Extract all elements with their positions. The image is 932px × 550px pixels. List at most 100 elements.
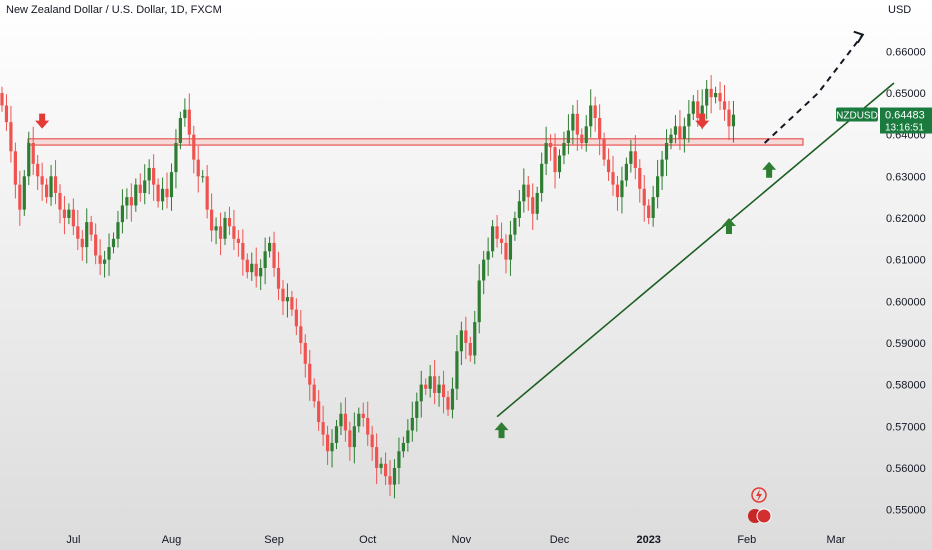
candle-body [294, 309, 298, 327]
candle [415, 392, 419, 432]
candle [89, 215, 93, 241]
candle-body [495, 226, 499, 239]
candle-body [232, 226, 236, 239]
candle-body [441, 384, 446, 398]
arrow-up-marker [494, 422, 509, 439]
lightning-icon [751, 487, 767, 503]
candle [651, 185, 655, 227]
candle-body [245, 259, 249, 273]
candle-body [317, 401, 321, 423]
candle [196, 145, 200, 193]
candle-body [361, 413, 365, 418]
candle [370, 425, 374, 461]
candle-body [76, 226, 80, 239]
candle-body [348, 430, 352, 448]
candle [548, 134, 553, 161]
candle [138, 173, 142, 202]
candle [85, 208, 89, 264]
candle [178, 111, 182, 150]
candle [107, 233, 111, 276]
candle [714, 86, 718, 104]
candle [125, 188, 129, 220]
candle [348, 421, 352, 461]
candle [379, 457, 383, 475]
candle [259, 259, 263, 291]
candle [642, 175, 646, 222]
candle [62, 195, 67, 235]
candle-body [415, 401, 419, 418]
projection-arrowhead [853, 30, 865, 44]
candle [18, 170, 22, 226]
candle [352, 412, 356, 464]
candle [45, 178, 49, 204]
candle-body [308, 363, 312, 385]
candle-body [254, 263, 258, 277]
candle-body [45, 184, 49, 198]
candle [468, 336, 472, 362]
candle [201, 170, 205, 183]
candle-body [383, 463, 388, 477]
candle [598, 104, 602, 156]
candle-body [473, 322, 477, 356]
price-badge-countdown: 13:16:51 [885, 123, 924, 134]
candle-body [517, 201, 521, 218]
arrow-down-marker [695, 113, 710, 129]
candle-body [169, 172, 174, 198]
candle [562, 131, 566, 165]
x-tick-label: Sep [264, 534, 284, 546]
candle [433, 360, 437, 405]
candle [383, 452, 388, 486]
x-tick-label: 2023 [636, 534, 660, 546]
candle-body [147, 167, 151, 181]
candle [357, 407, 361, 433]
candle-body [250, 263, 254, 273]
candle-body [459, 330, 463, 352]
trendline [496, 82, 895, 418]
candle [455, 335, 459, 401]
candle-body [334, 426, 339, 443]
candle-body [143, 180, 147, 193]
candle-body [263, 251, 267, 268]
candle [571, 105, 575, 145]
candle-body [36, 163, 40, 177]
candle-body [18, 184, 22, 210]
flag-circle-right [756, 508, 772, 524]
candle-body [290, 297, 294, 310]
candle [656, 160, 660, 209]
candle-body [522, 184, 526, 202]
candle-body [651, 197, 655, 218]
lightning-icon-bolt [756, 489, 762, 502]
candle-body [120, 205, 125, 223]
candle-body [312, 384, 316, 402]
candle [290, 290, 294, 316]
candle [299, 310, 303, 355]
candle-body [192, 134, 196, 160]
x-tick-label: Mar [827, 534, 846, 546]
candle-body [53, 176, 58, 193]
candle [80, 230, 84, 261]
candle [143, 164, 147, 205]
candle [174, 129, 178, 189]
candle [250, 252, 254, 281]
candle-body [687, 113, 691, 127]
candle-body [27, 142, 31, 177]
candle-body [196, 159, 200, 177]
y-tick-label: 0.57000 [886, 421, 926, 433]
flags-icon [748, 508, 772, 524]
candle [504, 234, 508, 274]
candle-body [210, 209, 214, 231]
candle [491, 220, 495, 258]
candle [691, 95, 695, 121]
candle [134, 178, 138, 212]
candle-body [392, 467, 397, 485]
candle-body [598, 117, 602, 139]
candle-body [285, 297, 290, 302]
candle-body [4, 105, 9, 123]
candle-body [366, 417, 370, 435]
candle [660, 150, 664, 191]
candle-body [615, 184, 620, 198]
candle [245, 253, 249, 279]
projection-path [763, 34, 864, 144]
candle-body [633, 151, 637, 168]
